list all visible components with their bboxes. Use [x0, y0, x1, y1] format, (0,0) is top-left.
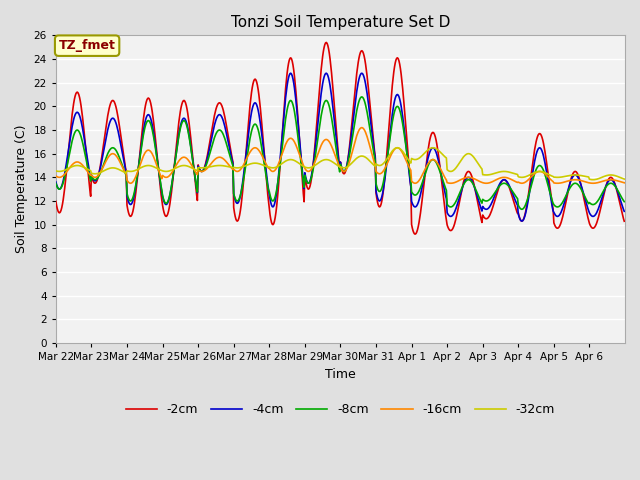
-32cm: [399, 148, 406, 154]
-16cm: [358, 125, 365, 131]
-2cm: [620, 218, 628, 224]
Text: TZ_fmet: TZ_fmet: [59, 39, 116, 52]
-8cm: [620, 199, 628, 204]
-32cm: [52, 168, 60, 174]
-8cm: [223, 143, 231, 149]
-16cm: [431, 158, 439, 164]
-16cm: [554, 180, 561, 186]
-16cm: [620, 180, 628, 186]
-32cm: [252, 160, 259, 166]
-2cm: [399, 94, 407, 100]
-8cm: [273, 187, 280, 192]
-8cm: [518, 206, 526, 212]
-2cm: [252, 76, 259, 82]
-8cm: [252, 121, 259, 127]
-32cm: [223, 164, 231, 169]
-8cm: [399, 126, 407, 132]
-32cm: [118, 168, 126, 174]
-16cm: [273, 165, 280, 170]
-32cm: [273, 164, 280, 170]
-4cm: [431, 147, 439, 153]
-16cm: [223, 160, 231, 166]
X-axis label: Time: Time: [325, 368, 356, 381]
-16cm: [399, 152, 407, 157]
-32cm: [431, 145, 439, 151]
-2cm: [273, 203, 280, 209]
-2cm: [323, 39, 330, 45]
-4cm: [518, 218, 526, 224]
Y-axis label: Soil Temperature (C): Soil Temperature (C): [15, 125, 28, 253]
Line: -32cm: -32cm: [56, 148, 624, 180]
Line: -8cm: -8cm: [56, 97, 624, 209]
-4cm: [399, 120, 407, 125]
-4cm: [52, 179, 60, 185]
-4cm: [118, 152, 126, 157]
-8cm: [118, 163, 126, 169]
-16cm: [118, 165, 126, 170]
-4cm: [620, 208, 628, 214]
Line: -16cm: -16cm: [56, 128, 624, 183]
Title: Tonzi Soil Temperature Set D: Tonzi Soil Temperature Set D: [231, 15, 450, 30]
-32cm: [429, 145, 437, 151]
-2cm: [118, 145, 126, 151]
-4cm: [223, 133, 231, 139]
-8cm: [431, 158, 439, 164]
-4cm: [358, 71, 365, 76]
Line: -4cm: -4cm: [56, 73, 624, 221]
-16cm: [52, 173, 60, 179]
-4cm: [252, 100, 259, 106]
-8cm: [52, 180, 60, 186]
-2cm: [412, 231, 419, 237]
-4cm: [273, 189, 280, 195]
-2cm: [223, 126, 231, 132]
-32cm: [620, 176, 628, 182]
-16cm: [252, 145, 259, 151]
Legend: -2cm, -4cm, -8cm, -16cm, -32cm: -2cm, -4cm, -8cm, -16cm, -32cm: [120, 398, 560, 421]
-8cm: [358, 94, 365, 100]
-32cm: [589, 177, 597, 182]
-2cm: [52, 198, 60, 204]
-2cm: [432, 137, 440, 143]
Line: -2cm: -2cm: [56, 42, 624, 234]
